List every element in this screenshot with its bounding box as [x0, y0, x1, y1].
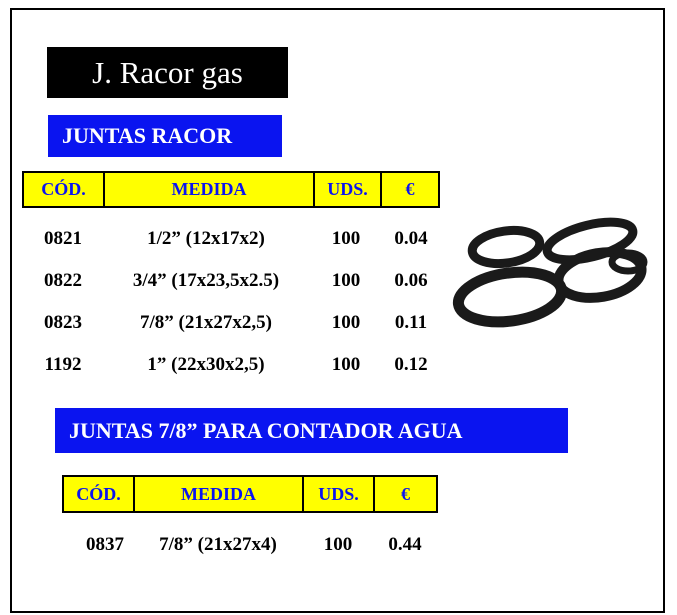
table-cell: 100 — [323, 534, 353, 555]
table-cell: 0.06 — [394, 270, 428, 291]
table-cell: 0.44 — [388, 534, 422, 555]
column-header: € — [373, 475, 438, 513]
table-cell: 7/8” (21x27x2,5) — [140, 312, 272, 333]
table-cell: 100 — [331, 228, 361, 249]
column-header: UDS. — [313, 171, 382, 208]
table-cell: 1192 — [44, 354, 82, 375]
table-cell: 0.11 — [394, 312, 428, 333]
column-header: MEDIDA — [103, 171, 315, 208]
table-cell: 7/8” (21x27x4) — [159, 534, 277, 555]
table-cell: 1” (22x30x2,5) — [147, 354, 265, 375]
table-cell: 100 — [331, 312, 361, 333]
table-cell: 100 — [331, 270, 361, 291]
table-cell: 0822 — [44, 270, 82, 291]
column-header: CÓD. — [22, 171, 105, 208]
table-cell: 3/4” (17x23,5x2.5) — [132, 270, 280, 291]
page-frame — [10, 8, 665, 613]
table-cell: 0821 — [44, 228, 82, 249]
section-title: JUNTAS RACOR — [48, 115, 282, 157]
table-cell: 0823 — [44, 312, 82, 333]
table-cell: 100 — [331, 354, 361, 375]
table-cell: 0.04 — [394, 228, 428, 249]
column-header: UDS. — [302, 475, 375, 513]
table-cell: 0.12 — [394, 354, 428, 375]
column-header: CÓD. — [62, 475, 135, 513]
table-cell: 0837 — [86, 534, 124, 555]
title: J. Racor gas — [47, 47, 288, 98]
column-header: € — [380, 171, 440, 208]
rings-image — [452, 217, 648, 328]
column-header: MEDIDA — [133, 475, 304, 513]
table-cell: 1/2” (12x17x2) — [147, 228, 265, 249]
section-title: JUNTAS 7/8” PARA CONTADOR AGUA — [55, 408, 568, 453]
